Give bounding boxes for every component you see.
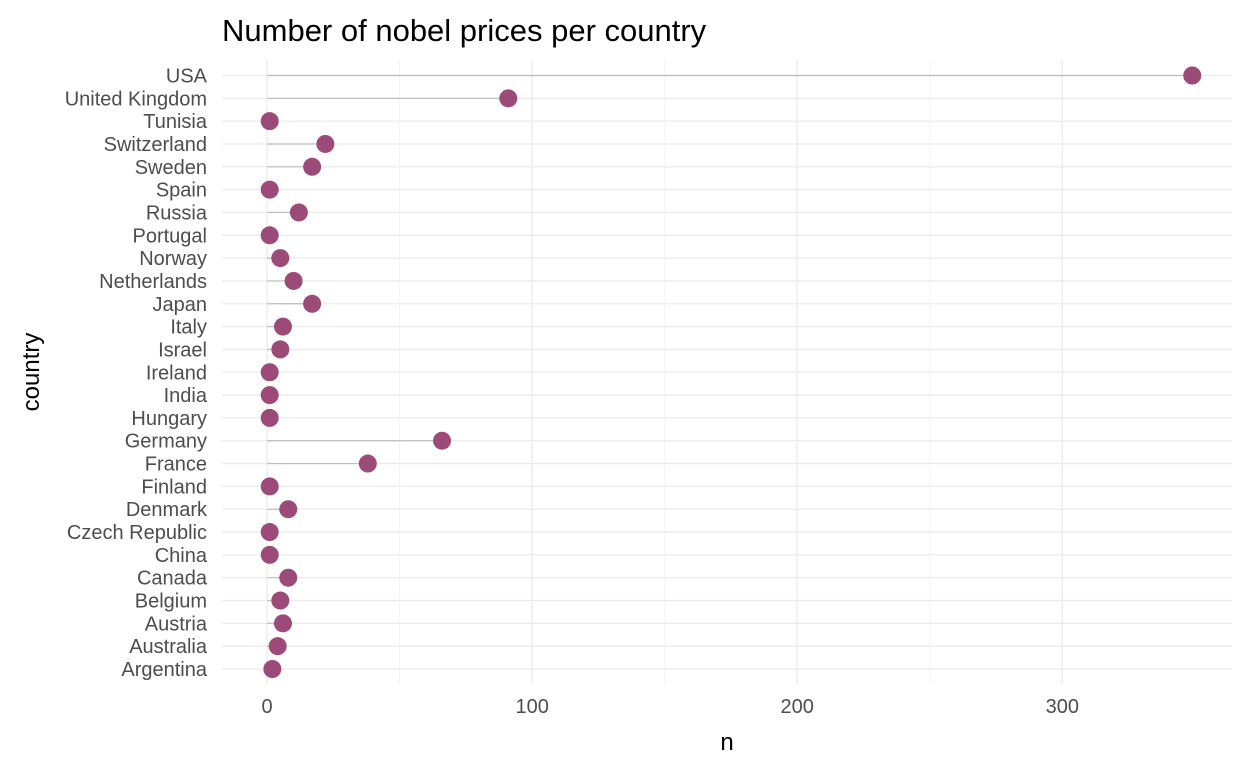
x-tick-label: 200	[781, 696, 814, 718]
lollipop-point	[268, 637, 287, 656]
y-tick-label: Ireland	[146, 362, 207, 384]
y-tick-label: India	[164, 385, 208, 407]
lollipop-point	[303, 294, 322, 313]
lollipop-point	[1183, 66, 1202, 85]
y-tick-label: Russia	[146, 202, 208, 224]
y-tick-label: Australia	[129, 636, 208, 658]
y-tick-label: United Kingdom	[65, 88, 207, 110]
lollipop-point	[303, 157, 322, 176]
y-tick-label: USA	[166, 66, 208, 88]
y-tick-label: Norway	[139, 248, 207, 270]
y-tick-label: Tunisia	[143, 111, 208, 133]
y-axis-tick-labels: ArgentinaAustraliaAustriaBelgiumCanadaCh…	[65, 66, 208, 682]
y-axis-title: country	[18, 333, 45, 412]
lollipop-point	[433, 431, 452, 450]
major-gridlines	[222, 60, 1232, 684]
y-tick-label: Germany	[125, 431, 207, 453]
lollipop-point	[279, 568, 298, 587]
x-tick-label: 0	[262, 696, 273, 718]
y-tick-label: Sweden	[135, 157, 207, 179]
lollipop-point	[279, 500, 298, 519]
y-tick-label: France	[145, 454, 207, 476]
lollipop-point	[260, 477, 279, 496]
lollipop-point	[271, 340, 290, 359]
y-tick-label: Switzerland	[104, 134, 207, 156]
lollipop-point	[284, 271, 303, 290]
lollipop-points	[260, 66, 1202, 678]
x-axis-tick-labels: 0 100 200 300	[262, 696, 1080, 718]
y-tick-label: Hungary	[131, 408, 207, 430]
y-tick-label: Japan	[153, 294, 208, 316]
lollipop-point	[260, 523, 279, 542]
lollipop-point	[260, 545, 279, 564]
chart-title: Number of nobel prices per country	[222, 13, 707, 48]
lollipop-point	[358, 454, 377, 473]
y-tick-label: Finland	[141, 476, 207, 498]
y-tick-label: Netherlands	[99, 271, 207, 293]
x-axis-title: n	[720, 729, 733, 756]
lollipop-point	[260, 408, 279, 427]
y-tick-label: Argentina	[121, 659, 207, 681]
lollipop-point	[260, 226, 279, 245]
lollipop-point	[316, 134, 335, 153]
lollipop-point	[260, 180, 279, 199]
lollipop-point	[273, 317, 292, 336]
x-tick-label: 100	[515, 696, 548, 718]
lollipop-point	[273, 614, 292, 633]
y-tick-label: Czech Republic	[67, 522, 207, 544]
y-tick-label: Spain	[156, 180, 207, 202]
y-tick-label: Canada	[137, 568, 208, 590]
y-tick-label: Israel	[158, 339, 207, 361]
y-tick-label: China	[155, 545, 208, 567]
y-tick-label: Portugal	[133, 225, 208, 247]
lollipop-point	[260, 386, 279, 405]
lollipop-point	[260, 363, 279, 382]
y-tick-label: Austria	[145, 613, 208, 635]
y-tick-label: Belgium	[135, 591, 207, 613]
y-tick-label: Denmark	[126, 499, 208, 521]
x-tick-label: 300	[1046, 696, 1079, 718]
lollipop-point	[271, 249, 290, 268]
lollipop-point	[260, 112, 279, 131]
y-tick-label: Italy	[170, 317, 207, 339]
lollipop-point	[263, 660, 282, 678]
lollipop-point	[499, 89, 518, 108]
lollipop-point	[289, 203, 308, 222]
lollipop-point	[271, 591, 290, 610]
